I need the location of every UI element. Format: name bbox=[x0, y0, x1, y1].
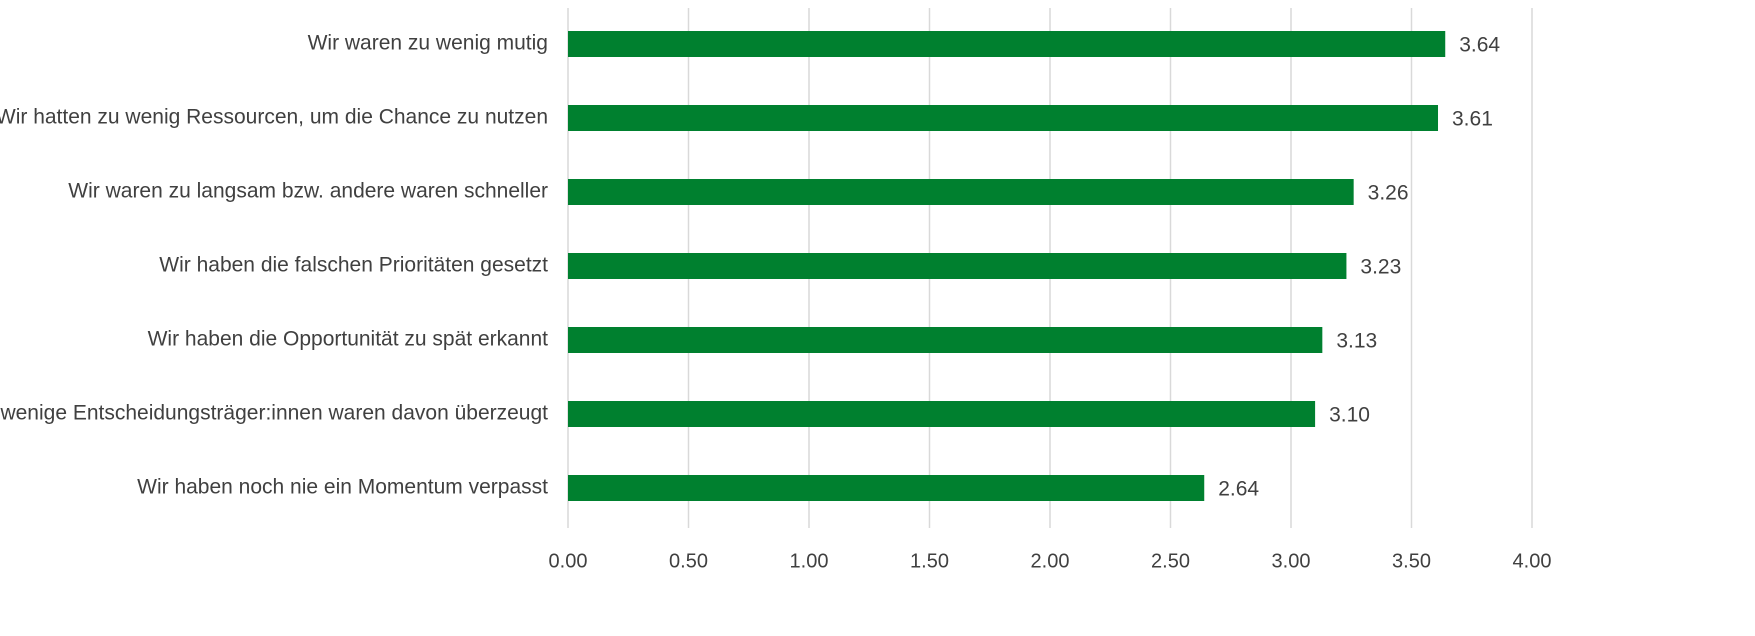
bar bbox=[568, 327, 1323, 353]
x-tick-label: 1.00 bbox=[790, 550, 829, 572]
x-tick-label: 1.50 bbox=[910, 550, 949, 572]
bar bbox=[568, 475, 1205, 501]
data-label: 3.26 bbox=[1368, 182, 1409, 205]
category-label: Zu wenige Entscheidungsträger:innen ware… bbox=[0, 402, 548, 425]
category-label: Wir haben die falschen Prioritäten geset… bbox=[159, 254, 548, 277]
bar bbox=[568, 179, 1354, 205]
x-axis-tick-labels: 0.00 0.50 1.00 1.50 2.00 2.50 3.00 3.50 4.00 bbox=[549, 550, 1552, 572]
data-label: 3.64 bbox=[1459, 34, 1500, 57]
category-label: Wir haben die Opportunität zu spät erkan… bbox=[148, 328, 549, 351]
x-tick-label: 2.50 bbox=[1151, 550, 1190, 572]
category-label: Wir waren zu langsam bzw. andere waren s… bbox=[68, 180, 548, 203]
x-tick-label: 3.50 bbox=[1392, 550, 1431, 572]
x-tick-label: 0.00 bbox=[549, 550, 588, 572]
data-label: 2.64 bbox=[1218, 478, 1259, 501]
bar bbox=[568, 253, 1347, 279]
x-tick-label: 0.50 bbox=[669, 550, 708, 572]
category-label: Wir waren zu wenig mutig bbox=[308, 32, 548, 55]
x-tick-label: 3.00 bbox=[1272, 550, 1311, 572]
data-label: 3.10 bbox=[1329, 404, 1370, 427]
category-label: Wir hatten zu wenig Ressourcen, um die C… bbox=[0, 106, 548, 129]
data-label: 3.23 bbox=[1360, 256, 1401, 279]
value-labels: 3.64 3.61 3.26 3.23 3.13 3.10 2.64 bbox=[1218, 34, 1500, 501]
bars bbox=[568, 31, 1446, 501]
category-labels: Wir waren zu wenig mutig Wir hatten zu we… bbox=[0, 32, 548, 499]
bar bbox=[568, 105, 1439, 131]
category-label: Wir haben noch nie ein Momentum verpasst bbox=[137, 476, 548, 499]
data-label: 3.61 bbox=[1452, 108, 1493, 131]
bar bbox=[568, 31, 1446, 57]
x-tick-label: 2.00 bbox=[1031, 550, 1070, 572]
bar bbox=[568, 401, 1316, 427]
data-label: 3.13 bbox=[1336, 330, 1377, 353]
x-tick-label: 4.00 bbox=[1513, 550, 1552, 572]
